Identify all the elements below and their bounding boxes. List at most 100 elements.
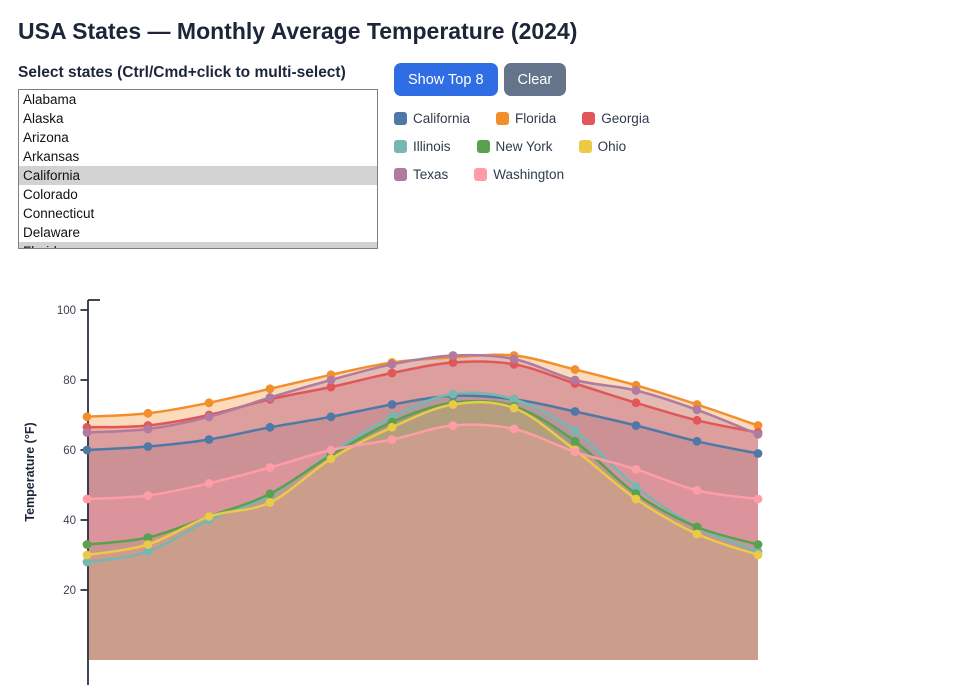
data-point [204,398,214,408]
data-point [631,494,641,504]
legend-swatch-icon [582,112,596,125]
data-point [143,442,153,451]
legend-swatch-icon [394,112,407,125]
data-point [265,422,275,432]
data-point [387,435,397,444]
data-point [570,375,580,385]
legend-label: Georgia [601,111,650,126]
data-point [204,478,214,488]
data-point [631,421,641,430]
data-point [143,408,153,418]
data-point [570,447,580,457]
legend-item-ohio[interactable]: Ohio [578,139,627,154]
data-point [448,389,458,399]
data-point [387,400,397,409]
state-option-arkansas[interactable]: Arkansas [23,149,80,164]
data-point [326,445,336,455]
legend-item-illinois[interactable]: Illinois [394,139,451,154]
toolbar: Show Top 8 Clear [394,63,567,96]
states-listbox[interactable]: Alabama Alaska Arizona Arkansas California Co… [18,89,378,249]
state-option-connecticut[interactable]: Connecticut [23,206,95,221]
data-point [143,491,153,500]
data-point [631,398,641,408]
y-axis: 100 80 60 40 20 Temperature (°F) [23,299,100,685]
data-point [753,429,763,439]
data-point [265,384,275,394]
legend-label: Ohio [597,139,627,154]
svg-text:80: 80 [63,375,76,387]
data-point [326,375,336,385]
data-point [204,512,214,521]
data-point [692,485,702,495]
legend-swatch-icon [476,140,490,153]
data-point [82,550,92,560]
data-point [387,422,397,432]
data-point [631,386,641,395]
data-point [326,454,336,464]
legend-label: California [413,111,471,126]
data-point [265,489,275,499]
state-option-colorado[interactable]: Colorado [23,187,78,202]
data-point [387,359,397,369]
svg-text:60: 60 [63,445,76,457]
data-point [448,400,458,409]
data-point [753,494,763,504]
legend-item-texas[interactable]: Texas [394,167,448,182]
legend-swatch-icon [394,168,407,181]
state-option-florida[interactable]: Florida [19,242,377,248]
data-point [204,435,214,444]
temperature-chart: 100 80 60 40 20 Temperature (°F) [0,285,960,685]
page-title: USA States — Monthly Average Temperature… [18,18,578,44]
state-option-delaware[interactable]: Delaware [23,225,81,240]
svg-text:100: 100 [57,305,76,317]
states-select-label: Select states (Ctrl/Cmd+click to multi-s… [18,64,346,81]
data-point [509,394,519,404]
data-point [631,464,641,474]
data-point [509,424,519,434]
show-top-8-button[interactable]: Show Top 8 [394,63,498,96]
data-point [692,415,702,425]
data-point [448,421,458,430]
state-option-alaska[interactable]: Alaska [23,111,64,126]
state-option-arizona[interactable]: Arizona [23,130,69,145]
svg-text:40: 40 [63,515,76,527]
legend-swatch-icon [496,112,510,125]
state-option-california[interactable]: California [19,166,377,185]
legend-item-florida[interactable]: Florida [496,111,556,126]
data-point [143,424,153,434]
data-point [82,445,92,455]
data-point [265,498,275,507]
data-point [570,436,580,446]
data-point [753,421,763,430]
data-point [692,436,702,446]
data-point [509,354,519,364]
data-point [631,482,641,492]
clear-button[interactable]: Clear [503,63,567,96]
legend-item-georgia[interactable]: Georgia [582,111,649,126]
legend-item-new-york[interactable]: New York [476,139,553,154]
data-point [570,365,580,374]
data-point [82,428,92,437]
series-washington [82,421,763,504]
data-point [570,426,580,436]
legend-label: Illinois [413,139,451,154]
data-point [448,358,458,367]
legend-item-california[interactable]: California [394,111,470,126]
data-point [326,412,336,422]
data-point [143,540,153,549]
data-point [448,351,458,360]
data-point [692,405,702,415]
chart-canvas: 100 80 60 40 20 Temperature (°F) [23,299,763,685]
legend-item-washington[interactable]: Washington [474,167,564,182]
legend-swatch-icon [578,140,592,153]
state-option-alabama[interactable]: Alabama [23,92,77,107]
legend-label: Texas [413,167,449,182]
data-point [387,368,397,378]
data-point [570,407,580,416]
data-point [204,412,214,422]
data-point [509,403,519,413]
legend-swatch-icon [394,140,407,153]
svg-text:20: 20 [63,585,76,597]
legend-swatch-icon [474,168,488,181]
data-point [753,449,763,458]
